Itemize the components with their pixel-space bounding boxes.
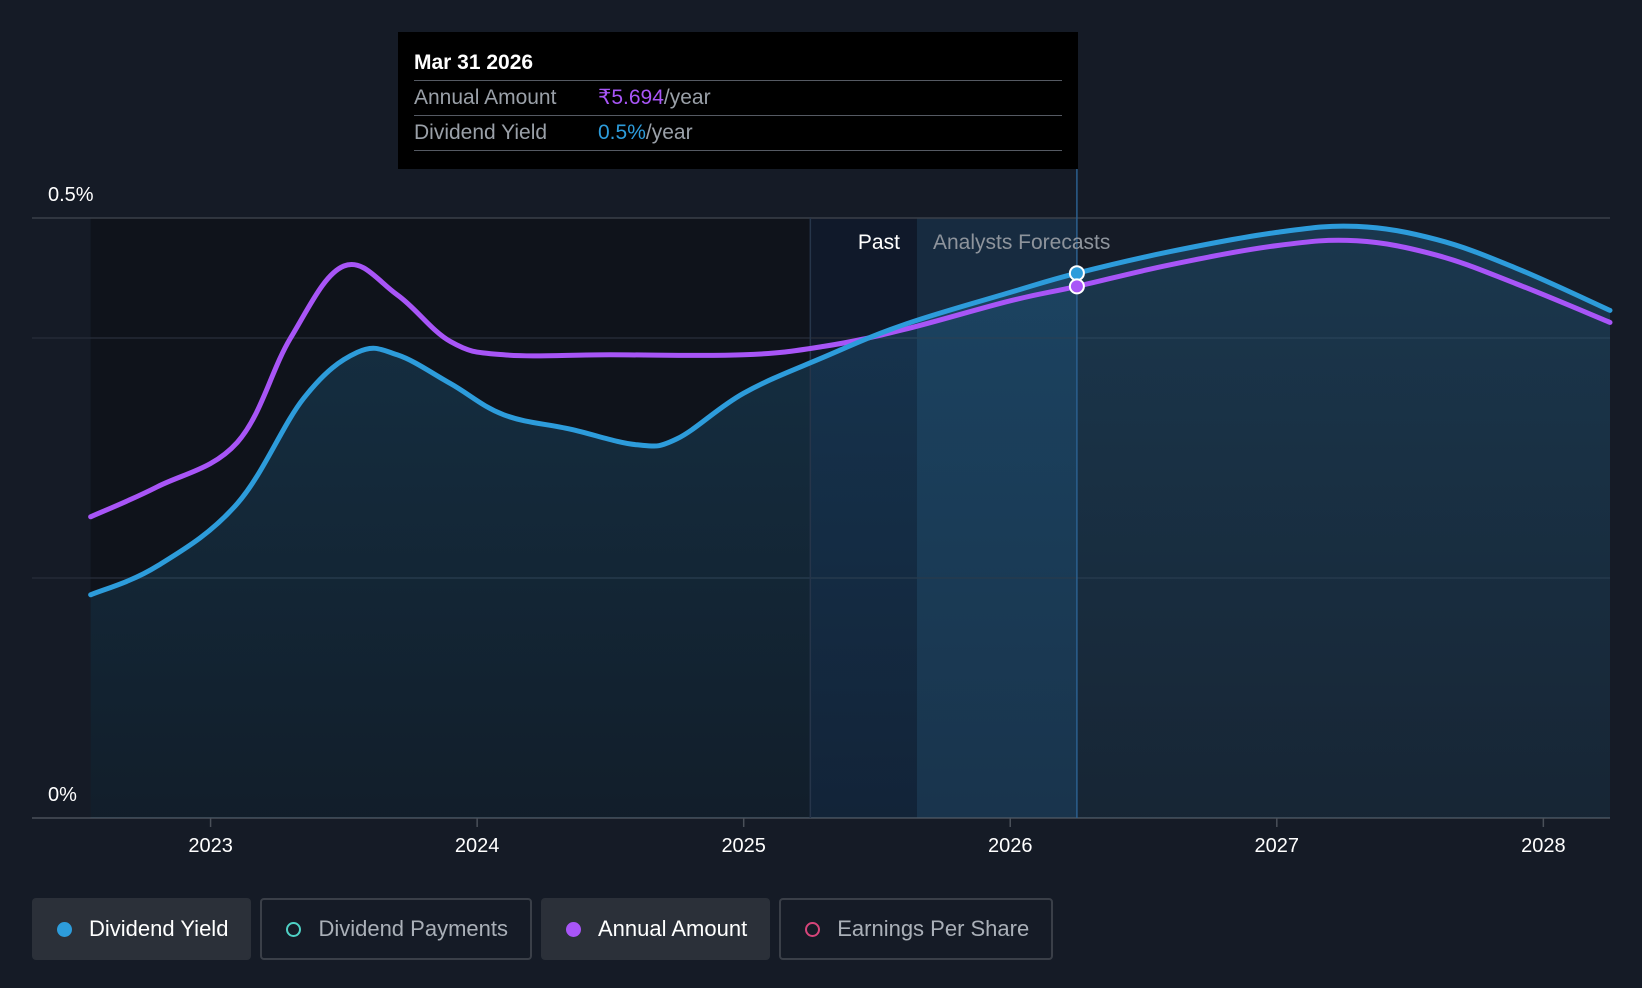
forecast-label: Analysts Forecasts: [933, 231, 1110, 254]
tooltip-value: ₹5.694: [598, 86, 664, 109]
x-tick-label: 2027: [1255, 835, 1300, 857]
legend-label: Annual Amount: [597, 916, 748, 941]
tooltip-value: 0.5%: [598, 121, 646, 144]
legend: Dividend Yield Dividend Payments Annual …: [32, 898, 1054, 960]
earnings-per-share-ring-icon: [805, 921, 821, 937]
annual-amount-marker: [1068, 278, 1085, 295]
past-label: Past: [858, 231, 900, 254]
legend-earnings-per-share-button[interactable]: Earnings Per Share: [779, 898, 1054, 960]
tooltip-unit: /year: [663, 86, 711, 109]
legend-label: Earnings Per Share: [837, 916, 1030, 941]
y-tick-label: 0.5%: [48, 184, 94, 206]
tooltip-row-dividend-yield: Dividend Yield 0.5% /year: [414, 115, 1062, 151]
legend-label: Dividend Yield: [89, 916, 229, 941]
dividend-yield-dot-icon: [57, 921, 72, 937]
legend-dividend-yield-button[interactable]: Dividend Yield: [32, 898, 252, 960]
x-tick-label: 2025: [721, 835, 766, 857]
tooltip-date: Mar 31 2026: [414, 51, 534, 74]
tooltip: Mar 31 2026 Annual Amount ₹5.694 /year D…: [398, 32, 1078, 169]
x-tick-label: 2026: [988, 835, 1033, 857]
legend-annual-amount-button[interactable]: Annual Amount: [540, 898, 771, 960]
dividend-yield-line[interactable]: [88, 223, 1613, 598]
dividend-yield-area: [90, 226, 1611, 818]
x-tick-label: 2024: [455, 835, 500, 857]
x-tick-label: 2028: [1521, 835, 1566, 857]
legend-label: Dividend Payments: [318, 916, 508, 941]
dividend-payments-ring-icon: [286, 921, 302, 937]
dividend-yield-marker: [1068, 265, 1085, 282]
legend-dividend-payments-button[interactable]: Dividend Payments: [260, 898, 532, 960]
tooltip-label: Dividend Yield: [414, 121, 548, 144]
annual-amount-line[interactable]: [88, 237, 1613, 520]
y-tick-label: 0%: [48, 784, 77, 806]
tooltip-unit: /year: [645, 121, 693, 144]
tooltip-row-annual-amount: Annual Amount ₹5.694 /year: [414, 80, 1062, 115]
tooltip-label: Annual Amount: [414, 86, 557, 109]
x-tick-label: 2023: [188, 835, 233, 857]
annual-amount-dot-icon: [565, 921, 581, 937]
